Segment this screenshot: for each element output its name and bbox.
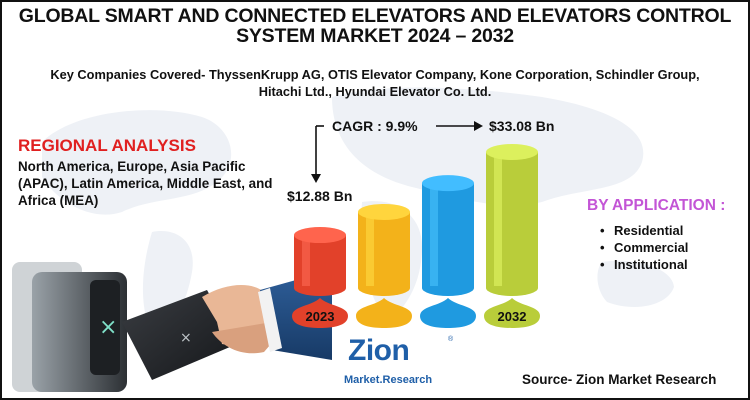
zion-logo: Zion ® Market.Research	[340, 334, 460, 396]
page-title: GLOBAL SMART AND CONNECTED ELEVATORS AND…	[2, 6, 748, 46]
logo-registered-mark: ®	[448, 336, 454, 343]
bar-body-4	[486, 152, 538, 296]
logo-sub-text: Market.Research	[344, 374, 433, 386]
bar-body-3	[422, 183, 474, 296]
bar-body-1	[294, 235, 346, 296]
logo-main-text: Zion	[348, 334, 410, 367]
hand-keycard-illustration: × ×	[12, 262, 332, 392]
cagr-label: CAGR : 9.9%	[332, 118, 418, 134]
tick-label-2023: 2023	[306, 309, 335, 324]
bar-highlight-3	[430, 187, 438, 286]
year-badge-4: 2032	[484, 298, 540, 328]
application-item-institutional: Institutional	[600, 256, 688, 273]
data-label-2032: $33.08 Bn	[489, 118, 555, 134]
year-badge-shape-3	[420, 298, 476, 328]
companies-line-1: Key Companies Covered- ThyssenKrupp AG, …	[50, 67, 700, 82]
svg-text:×: ×	[180, 330, 192, 346]
year-badge-2	[356, 298, 412, 328]
bar-3	[422, 175, 474, 296]
regional-analysis-title: REGIONAL ANALYSIS	[18, 136, 196, 155]
bar-2	[358, 203, 410, 296]
tick-label-2032: 2032	[498, 309, 527, 324]
application-item-residential: Residential	[600, 222, 688, 239]
year-badge-shape-4	[484, 298, 540, 328]
application-item-commercial: Commercial	[600, 239, 688, 256]
by-application-title: BY APPLICATION :	[587, 197, 726, 214]
bar-highlight-1	[302, 239, 310, 286]
regional-analysis-text: North America, Europe, Asia Pacific (APA…	[18, 159, 273, 208]
companies-line-2: Hitachi Ltd., Hyundai Elevator Co. Ltd.	[258, 84, 492, 99]
bar-4	[486, 144, 538, 296]
title-line-2: SYSTEM MARKET 2024 – 2032	[236, 25, 514, 47]
bar-highlight-2	[366, 215, 374, 286]
source-note: Source- Zion Market Research	[522, 372, 717, 387]
year-badge-1: 2023	[292, 298, 348, 328]
data-label-2023: $12.88 Bn	[287, 188, 353, 204]
key-companies: Key Companies Covered- ThyssenKrupp AG, …	[2, 66, 748, 100]
title-line-1: GLOBAL SMART AND CONNECTED ELEVATORS AND…	[18, 5, 732, 27]
svg-text:×: ×	[99, 315, 117, 340]
year-badge-shape-1	[292, 298, 348, 328]
bar-body-2	[358, 211, 410, 296]
application-list: Residential Commercial Institutional	[600, 222, 688, 273]
year-badge-shape-2	[356, 298, 412, 328]
bar-top-4	[486, 144, 538, 160]
bar-top-1	[294, 227, 346, 244]
bar-highlight-4	[494, 156, 502, 286]
bar-1	[294, 227, 346, 296]
bar-top-3	[422, 175, 474, 192]
chart-arrows	[311, 121, 483, 183]
year-badge-3	[420, 298, 476, 328]
bar-top-2	[358, 203, 410, 220]
